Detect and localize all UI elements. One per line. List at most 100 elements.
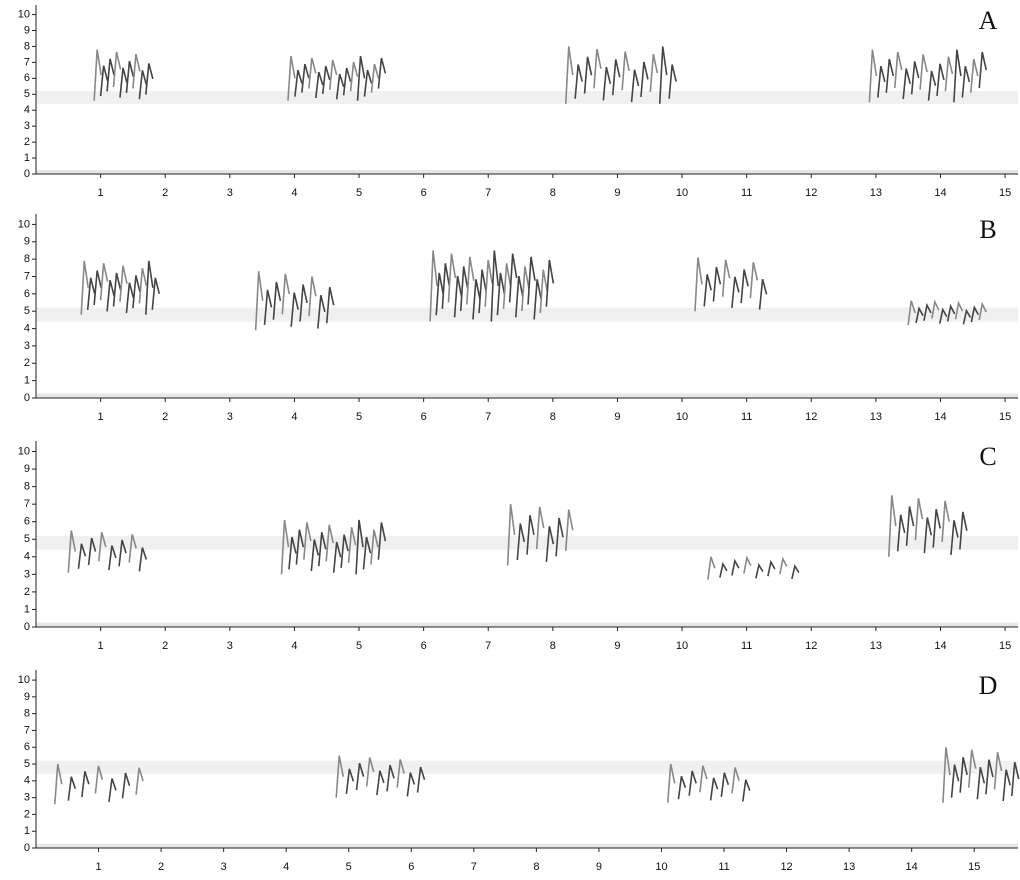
y-tick-label: 1 <box>24 603 30 615</box>
syllable <box>106 58 115 92</box>
noise-band <box>36 307 1018 322</box>
syllable <box>67 776 77 801</box>
syllable <box>533 279 542 320</box>
x-tick-label: 4 <box>291 187 297 199</box>
y-tick-label: 5 <box>24 88 30 100</box>
y-tick-label: 2 <box>24 586 30 598</box>
y-tick-label: 10 <box>18 218 30 230</box>
syllable <box>630 69 640 103</box>
syllable <box>539 269 549 314</box>
syllable <box>376 770 385 796</box>
syllable <box>472 279 481 320</box>
syllable <box>555 517 564 557</box>
syllable <box>932 509 941 548</box>
syllable <box>447 253 457 303</box>
y-tick-label: 9 <box>24 236 30 248</box>
syllable <box>335 73 345 100</box>
syllable <box>950 520 959 556</box>
syllable <box>720 772 730 797</box>
x-tick-label: 12 <box>805 640 817 652</box>
syllable <box>108 778 117 803</box>
syllable <box>119 265 128 302</box>
y-tick-label: 8 <box>24 253 30 265</box>
panel-label: B <box>979 215 996 244</box>
syllable <box>308 57 317 89</box>
noise-floor <box>36 843 1018 848</box>
syllable <box>342 67 352 96</box>
syllable <box>694 257 703 312</box>
syllable <box>602 66 612 101</box>
x-tick-label: 2 <box>162 640 168 652</box>
syllable <box>574 64 583 99</box>
y-tick-label: 9 <box>24 24 30 36</box>
syllable <box>969 58 979 93</box>
syllable <box>978 301 987 321</box>
x-tick-label: 3 <box>227 411 233 423</box>
y-tick-label: 10 <box>18 445 30 457</box>
x-tick-label: 9 <box>614 640 620 652</box>
x-tick-label: 2 <box>158 861 164 873</box>
syllable <box>416 766 426 793</box>
syllable <box>719 561 728 578</box>
x-tick-label: 5 <box>346 861 352 873</box>
y-tick-label: 1 <box>24 375 30 387</box>
syllable <box>86 277 96 310</box>
syllable <box>712 266 722 302</box>
syllable <box>743 555 752 574</box>
x-tick-label: 13 <box>870 187 882 199</box>
syllable <box>962 308 972 325</box>
syllable <box>709 777 719 801</box>
syllable <box>317 532 327 567</box>
syllable <box>290 292 299 327</box>
x-tick-label: 14 <box>934 187 946 199</box>
syllable <box>362 536 372 570</box>
panel-label: A <box>979 6 998 35</box>
x-tick-label: 8 <box>533 861 539 873</box>
x-tick-label: 3 <box>227 640 233 652</box>
x-tick-label: 8 <box>550 411 556 423</box>
syllable <box>347 527 357 564</box>
syllable <box>121 772 131 799</box>
syllable <box>145 260 154 315</box>
syllable <box>944 56 954 92</box>
syllable <box>365 757 375 787</box>
y-tick-label: 4 <box>24 104 30 116</box>
syllable <box>314 71 324 99</box>
syllable <box>919 54 928 90</box>
y-tick-label: 5 <box>24 305 30 317</box>
syllable <box>970 305 980 323</box>
syllable <box>731 558 740 576</box>
x-tick-label: 10 <box>655 861 667 873</box>
y-tick-label: 5 <box>24 533 30 545</box>
syllable <box>94 765 104 794</box>
syllable <box>749 262 759 299</box>
syllable <box>902 68 911 100</box>
y-tick-label: 3 <box>24 120 30 132</box>
syllable <box>868 49 878 103</box>
syllable <box>767 559 776 577</box>
x-tick-label: 12 <box>805 411 817 423</box>
y-tick-label: 6 <box>24 741 30 753</box>
syllable <box>310 539 320 572</box>
syllable <box>332 541 342 573</box>
syllable <box>931 299 940 319</box>
syllable <box>349 61 359 92</box>
syllable <box>112 272 122 307</box>
syllable <box>907 300 916 326</box>
syllable <box>564 46 574 104</box>
syllable <box>915 306 924 324</box>
syllable <box>386 764 395 792</box>
syllable <box>545 526 555 562</box>
y-tick-label: 7 <box>24 270 30 282</box>
syllable <box>905 506 915 546</box>
syllable <box>77 543 87 569</box>
syllable <box>81 771 90 798</box>
syllable <box>99 263 109 301</box>
syllable <box>731 276 740 309</box>
y-tick-label: 2 <box>24 808 30 820</box>
y-tick-label: 1 <box>24 825 30 837</box>
x-tick-label: 2 <box>162 187 168 199</box>
y-tick-label: 6 <box>24 288 30 300</box>
syllable <box>429 250 438 322</box>
